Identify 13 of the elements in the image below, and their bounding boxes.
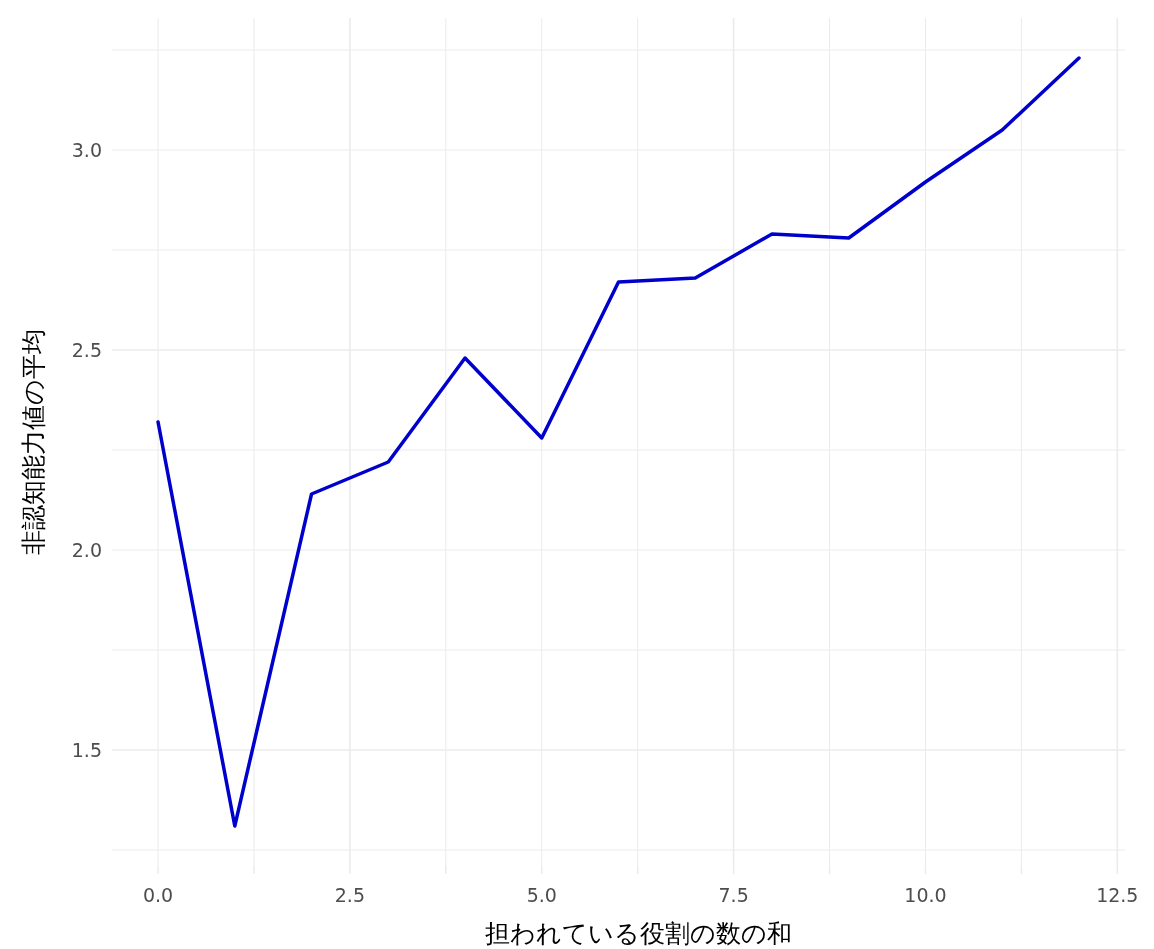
y-tick-label: 2.0: [71, 539, 102, 561]
x-tick-label: 12.5: [1096, 884, 1139, 906]
y-tick-label: 1.5: [71, 739, 102, 761]
x-tick-label: 2.5: [334, 884, 366, 906]
y-tick-label: 2.5: [71, 339, 102, 361]
y-axis-title: 非認知能力値の平均: [19, 329, 48, 555]
x-tick-label: 10.0: [904, 884, 947, 906]
x-axis-title: 担われている役割の数の和: [485, 919, 792, 948]
x-tick-label: 0.0: [142, 884, 174, 906]
x-tick-label: 5.0: [526, 884, 557, 906]
y-tick-label: 3.0: [71, 139, 102, 161]
line-series: [156, 56, 1081, 828]
x-tick-label: 7.5: [718, 884, 749, 906]
